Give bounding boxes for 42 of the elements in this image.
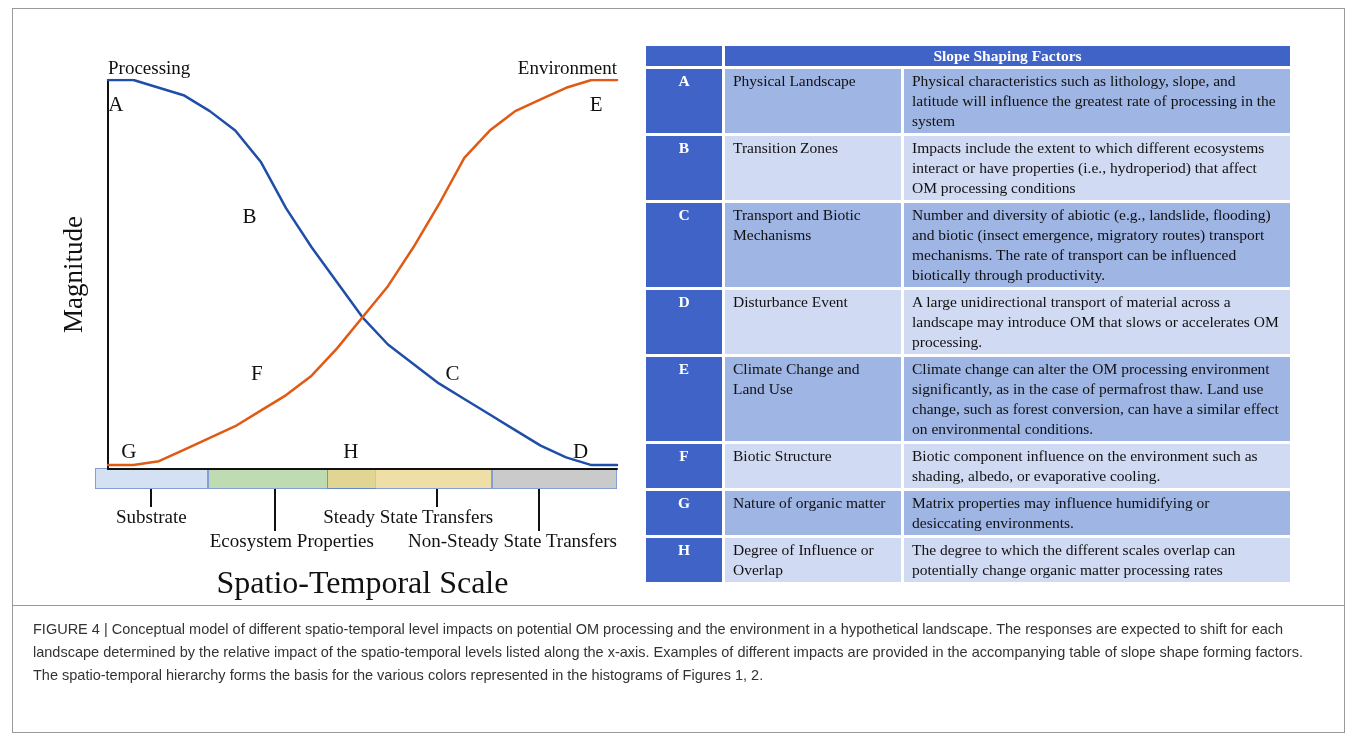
category-label: G [646, 491, 722, 535]
category-label: F [646, 444, 722, 488]
series-label: Environment [517, 57, 618, 78]
annotation: F [250, 360, 263, 385]
text: Climate change can alter the OM processing environment significantly, as in the case of permafrost thaw. Land use change, such as forest conversion, can have a similar effect on environmental conditions. [904, 357, 1290, 441]
category-label: E [646, 357, 722, 441]
text: Physical characteristics such as lithology, slope, and latitude will influence the greatest rate of processing in the system [904, 69, 1290, 133]
text: Matrix properties may influence humidifying or desiccating environments. [904, 491, 1290, 535]
category-label: B [646, 136, 722, 200]
text: Degree of Influence or Overlap [725, 538, 901, 582]
text: Physical Landscape [725, 69, 901, 133]
text: Ecosystem Properties [209, 529, 374, 551]
caption: FIGURE 4 | Conceptual model of different spatio-temporal level impacts on potential OM processing and the environment in a hypothetical landscape. The responses are expected to shift for each landscape determined by the relative impact of the spatio-temporal levels listed along the x-axis. Examples of different impacts are provided in the accompanying table of slope shape forming factors. The spatio-temporal hierarchy forms the basis for the various colors represented in the histograms of Figures 1, 2. [33, 620, 1304, 685]
text: Climate Change and Land Use [725, 357, 901, 441]
category-label: A [646, 69, 722, 133]
text: A large unidirectional transport of material across a landscape may introduce OM that slows or accelerates OM processing. [904, 290, 1290, 354]
text: Transport and Biotic Mechanisms [725, 203, 901, 287]
annotation: E [589, 92, 603, 117]
category-label: D [646, 290, 722, 354]
text: Number and diversity of abiotic (e.g., landslide, flooding) and biotic (insect emergence, migratory routes) transport mechanisms. The rate of transport can be influenced biotically through productivity. [904, 203, 1290, 287]
annotation: D [572, 438, 589, 463]
text: Slope Shaping Factors [725, 46, 1290, 66]
text: Impacts include the extent to which different ecosystems interact or have properties (i.e., hydroperiod) that affect OM processing conditions [904, 136, 1290, 200]
category-label: C [646, 203, 722, 287]
text: Steady State Transfers [323, 505, 494, 527]
text: Biotic component influence on the environment such as shading, albedo, or evaporative cooling. [904, 444, 1290, 488]
text: The degree to which the different scales overlap can potentially change organic matter processing rates [904, 538, 1290, 582]
annotation: G [121, 438, 137, 463]
text: Disturbance Event [725, 290, 901, 354]
text: Nature of organic matter [725, 491, 901, 535]
annotation: C [445, 360, 460, 385]
text: Transition Zones [725, 136, 901, 200]
annotation: A [108, 92, 125, 117]
category-label: H [646, 538, 722, 582]
text: Substrate [116, 505, 187, 527]
series-label: Processing [108, 57, 191, 78]
x-axis-title: Spatio-Temporal Scale [216, 564, 509, 600]
y-axis-title: Magnitude [57, 216, 88, 333]
text: Biotic Structure [725, 444, 901, 488]
annotation: B [242, 204, 257, 229]
annotation: H [343, 438, 359, 463]
text: Non-Steady State Transfers [408, 529, 617, 551]
